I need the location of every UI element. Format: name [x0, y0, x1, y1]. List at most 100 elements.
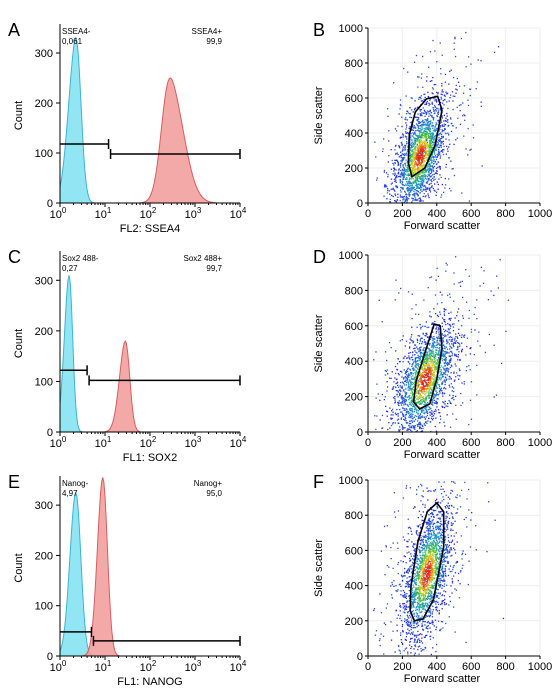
scatter-point	[429, 129, 431, 131]
scatter-point	[419, 426, 422, 428]
scatter-point	[406, 178, 408, 180]
scatter-point	[444, 73, 447, 76]
scatter-point	[417, 618, 419, 620]
scatter-point	[418, 164, 420, 166]
scatter-point	[436, 505, 438, 507]
scatter-point	[374, 141, 376, 143]
y-tick-label: 100	[35, 376, 53, 388]
scatter-point	[404, 199, 406, 201]
scatter-point	[413, 141, 415, 143]
scatter-point	[421, 401, 423, 403]
scatter-point	[389, 377, 391, 379]
x-tick-base: 10	[185, 438, 197, 450]
scatter-point	[403, 401, 405, 404]
scatter-point	[401, 376, 403, 378]
scatter-point	[404, 416, 406, 418]
scatter-point	[431, 402, 433, 404]
scatter-point	[389, 198, 391, 201]
scatter-point	[440, 355, 443, 357]
scatter-point	[420, 109, 422, 111]
x-tick-exponent: 4	[242, 206, 247, 215]
scatter-point	[421, 120, 423, 123]
x-axis-label: FL1: NANOG	[117, 676, 182, 688]
scatter-point	[430, 149, 432, 151]
scatter-point	[437, 119, 439, 122]
scatter-point	[463, 336, 465, 338]
scatter-point	[430, 384, 432, 386]
scatter-point	[429, 411, 431, 413]
scatter-point	[447, 92, 449, 94]
scatter-point	[420, 543, 422, 546]
scatter-point	[424, 93, 426, 95]
scatter-point	[401, 144, 403, 146]
scatter-point	[427, 357, 429, 359]
scatter-point	[425, 383, 427, 385]
scatter-point	[422, 585, 424, 588]
scatter-point	[435, 538, 437, 540]
scatter-point	[417, 400, 420, 403]
scatter-point	[420, 182, 422, 184]
scatter-point	[399, 162, 402, 165]
scatter-point	[447, 323, 449, 325]
scatter-point	[407, 357, 409, 359]
scatter-point	[414, 196, 416, 198]
panel-tag: A	[8, 20, 20, 40]
scatter-point	[421, 144, 423, 146]
scatter-point	[448, 331, 450, 333]
scatter-point	[436, 61, 438, 63]
scatter-point	[407, 429, 409, 431]
scatter-point	[418, 510, 421, 512]
scatter-point	[414, 181, 417, 183]
scatter-point	[441, 371, 443, 373]
scatter-point	[401, 171, 403, 173]
scatter-point	[429, 560, 431, 562]
scatter-point	[437, 108, 439, 110]
scatter-point	[429, 315, 431, 317]
x-tick-base: 10	[50, 209, 62, 221]
scatter-point	[426, 182, 428, 184]
scatter-point	[399, 182, 401, 184]
scatter-point	[419, 144, 421, 146]
scatter-point	[419, 157, 421, 159]
scatter-point	[422, 396, 424, 399]
scatter-point	[435, 172, 437, 174]
scatter-point	[428, 66, 430, 68]
scatter-point	[411, 340, 413, 342]
scatter-point	[439, 369, 441, 371]
scatter-point	[448, 329, 450, 331]
scatter-point	[396, 630, 398, 632]
scatter-point	[429, 142, 431, 144]
scatter-point	[431, 593, 433, 595]
scatter-point	[411, 142, 413, 145]
scatter-point	[439, 556, 441, 559]
scatter-point	[426, 360, 429, 362]
scatter-point	[418, 177, 420, 179]
scatter-point	[452, 529, 454, 531]
scatter-point	[432, 373, 435, 375]
scatter-point	[411, 145, 413, 147]
scatter-point	[392, 162, 394, 165]
scatter-point	[412, 420, 414, 422]
scatter-point	[409, 154, 411, 157]
scatter-point	[437, 398, 439, 400]
scatter-point	[396, 186, 399, 189]
scatter-point	[427, 535, 429, 538]
scatter-point	[409, 369, 412, 371]
scatter-point	[427, 362, 429, 364]
scatter-point	[470, 63, 472, 65]
scatter-point	[428, 540, 430, 542]
scatter-point	[426, 131, 428, 134]
scatter-point	[420, 146, 422, 148]
scatter-point	[407, 411, 409, 413]
scatter-point	[432, 340, 434, 342]
scatter-point	[426, 133, 428, 136]
scatter-point	[428, 163, 431, 165]
scatter-point	[406, 396, 408, 398]
scatter-point	[437, 110, 440, 112]
scatter-point	[437, 532, 439, 534]
scatter-point	[479, 345, 481, 347]
scatter-point	[414, 158, 416, 160]
scatter-point	[402, 158, 405, 160]
scatter-point	[411, 146, 413, 149]
scatter-point	[429, 355, 431, 358]
